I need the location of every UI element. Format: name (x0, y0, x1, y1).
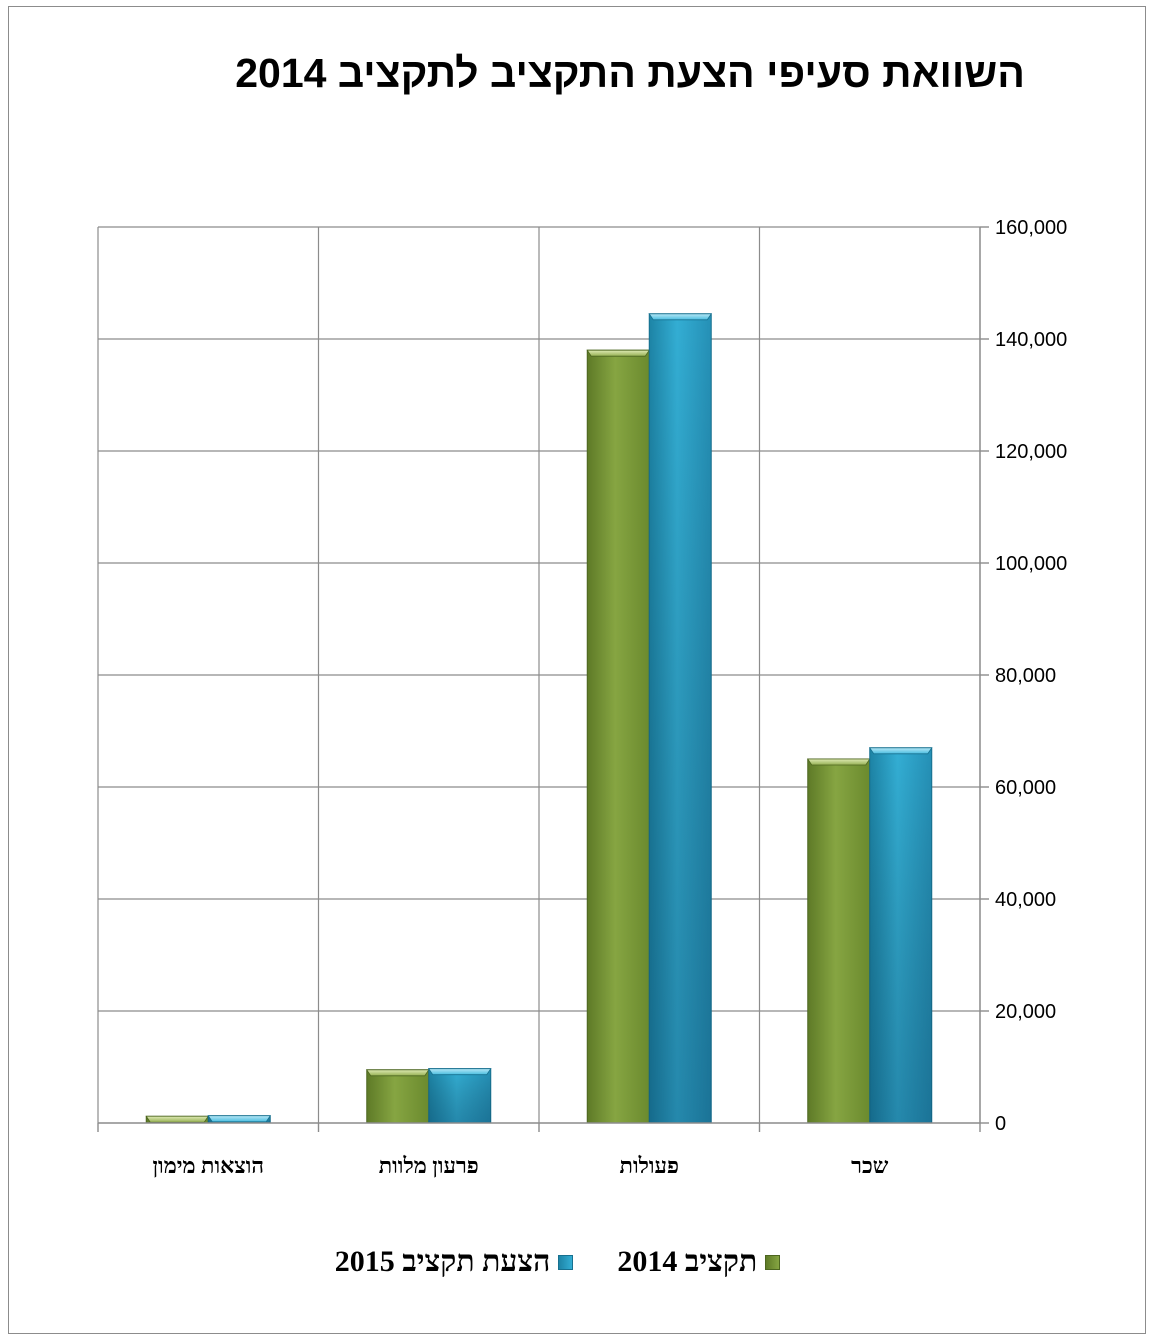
legend-swatch-2015 (558, 1254, 574, 1270)
axes (97, 226, 989, 1132)
axis-labels: 0 20,000 40,000 60,000 80,000 100,000 120,000 1… (152, 217, 1067, 1178)
legend-label-2014: תקציב 2014 (617, 1245, 758, 1278)
x-category-label: פרעון מלוות (379, 1153, 479, 1178)
bar-cap (428, 1068, 492, 1076)
bar-cap (869, 747, 933, 755)
bar-body (586, 349, 650, 1124)
y-tick-label: 120,000 (995, 441, 1067, 463)
x-category-label: פעולות (620, 1153, 679, 1178)
bar-proposal-2015 (869, 747, 933, 1124)
y-tick-label: 20,000 (995, 1001, 1056, 1023)
bar-shade (869, 747, 932, 1123)
bar-proposal-2015 (207, 1115, 271, 1124)
y-tick-label: 100,000 (995, 553, 1067, 575)
bar-cap (366, 1069, 430, 1077)
legend-item-2015: הצעת תקציב 2015 (335, 1245, 574, 1279)
y-tick-label: 160,000 (995, 217, 1067, 239)
bar-cap (807, 758, 871, 766)
x-category-label: הוצאות מימון (152, 1153, 264, 1178)
bar-proposal-2015 (428, 1068, 492, 1124)
y-tick-label: 60,000 (995, 777, 1056, 799)
bar-cap (586, 349, 650, 357)
legend-swatch-2014 (765, 1254, 781, 1270)
legend-label-2015: הצעת תקציב 2015 (334, 1245, 551, 1278)
chart-title: השוואת סעיפי הצעת התקציב לתקציב 2014 (235, 50, 1025, 96)
bar-cap (207, 1115, 271, 1123)
y-tick-label: 40,000 (995, 889, 1056, 911)
bar-budget-2014 (366, 1069, 430, 1124)
bar-budget-2014 (586, 349, 650, 1124)
bar-body (366, 1069, 430, 1124)
bar-proposal-2015 (648, 313, 712, 1124)
bar-shade (649, 313, 712, 1123)
y-tick-label: 80,000 (995, 665, 1056, 687)
bar-shade (428, 1068, 491, 1123)
legend: תקציב 2014 הצעת תקציב 2015 (0, 1245, 1155, 1285)
bar-body (807, 758, 871, 1124)
bar-cap (648, 313, 712, 321)
bar-cap (145, 1115, 209, 1123)
y-tick-label: 140,000 (995, 329, 1067, 351)
x-category-label: שכר (851, 1153, 889, 1178)
bars (145, 313, 933, 1124)
bar-budget-2014 (145, 1115, 209, 1124)
y-tick-label: 0 (995, 1113, 1006, 1135)
bar-budget-2014 (807, 758, 871, 1124)
legend-item-2014: תקציב 2014 (617, 1245, 781, 1279)
